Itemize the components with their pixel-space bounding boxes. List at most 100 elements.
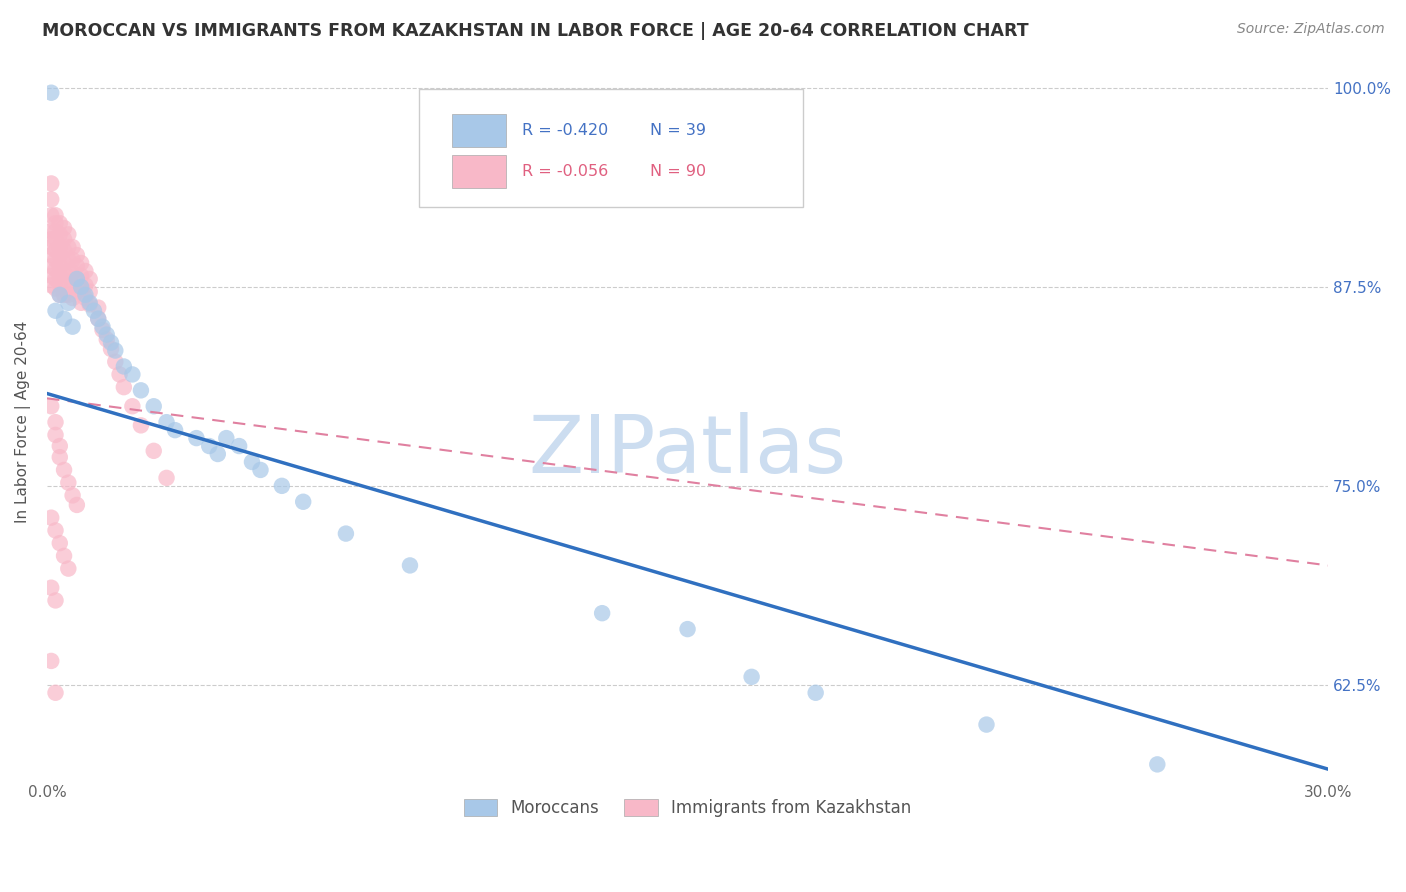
Point bbox=[58, 252, 80, 267]
Point bbox=[215, 431, 238, 445]
Point bbox=[44, 224, 66, 238]
Point bbox=[96, 327, 118, 342]
Y-axis label: In Labor Force | Age 20-64: In Labor Force | Age 20-64 bbox=[15, 321, 31, 524]
Point bbox=[53, 275, 76, 289]
Point bbox=[66, 248, 89, 262]
Point bbox=[49, 268, 72, 283]
Point bbox=[44, 281, 66, 295]
Point bbox=[49, 288, 72, 302]
Point bbox=[104, 343, 127, 358]
Point bbox=[79, 295, 101, 310]
Point bbox=[58, 275, 80, 289]
Point bbox=[976, 717, 998, 731]
Point bbox=[39, 654, 62, 668]
Point bbox=[62, 291, 84, 305]
Point bbox=[87, 301, 110, 315]
Point bbox=[44, 303, 66, 318]
Point bbox=[49, 259, 72, 273]
Point bbox=[44, 272, 66, 286]
Point bbox=[49, 248, 72, 262]
Point bbox=[79, 272, 101, 286]
Text: R = -0.420: R = -0.420 bbox=[522, 123, 609, 138]
Point bbox=[70, 268, 93, 283]
Point bbox=[62, 319, 84, 334]
Point bbox=[44, 415, 66, 429]
Point bbox=[62, 240, 84, 254]
Point bbox=[49, 278, 72, 293]
Text: MOROCCAN VS IMMIGRANTS FROM KAZAKHSTAN IN LABOR FORCE | AGE 20-64 CORRELATION CH: MOROCCAN VS IMMIGRANTS FROM KAZAKHSTAN I… bbox=[42, 22, 1029, 40]
Point bbox=[39, 259, 62, 273]
Point bbox=[104, 354, 127, 368]
Point bbox=[87, 311, 110, 326]
Point bbox=[39, 240, 62, 254]
Point bbox=[70, 281, 93, 295]
Point bbox=[39, 278, 62, 293]
Point bbox=[44, 252, 66, 267]
Point bbox=[198, 439, 221, 453]
FancyBboxPatch shape bbox=[451, 155, 506, 188]
Point bbox=[62, 266, 84, 280]
Point bbox=[87, 311, 110, 326]
Point bbox=[58, 475, 80, 490]
Point bbox=[39, 510, 62, 524]
Point bbox=[44, 262, 66, 277]
Point bbox=[70, 280, 93, 294]
Point bbox=[79, 297, 101, 311]
Point bbox=[44, 216, 66, 230]
Point bbox=[83, 303, 105, 318]
Point bbox=[249, 463, 271, 477]
Point bbox=[62, 252, 84, 267]
Point bbox=[53, 266, 76, 280]
Point bbox=[49, 240, 72, 254]
Text: R = -0.056: R = -0.056 bbox=[522, 164, 609, 179]
Point bbox=[39, 232, 62, 246]
Point bbox=[75, 278, 97, 293]
Point bbox=[155, 471, 177, 485]
Point bbox=[53, 256, 76, 270]
Point bbox=[228, 439, 250, 453]
Point bbox=[335, 526, 357, 541]
Point bbox=[44, 428, 66, 442]
Point bbox=[39, 399, 62, 413]
Point bbox=[66, 272, 89, 286]
Point bbox=[100, 342, 122, 356]
Point bbox=[91, 323, 114, 337]
Point bbox=[142, 443, 165, 458]
Point bbox=[44, 524, 66, 538]
Point bbox=[58, 227, 80, 242]
Point bbox=[75, 291, 97, 305]
Point bbox=[91, 319, 114, 334]
Point bbox=[49, 227, 72, 242]
Point bbox=[741, 670, 763, 684]
Point bbox=[53, 244, 76, 258]
Point bbox=[165, 423, 187, 437]
Point bbox=[142, 399, 165, 413]
Point bbox=[186, 431, 208, 445]
Point bbox=[39, 192, 62, 206]
Point bbox=[49, 216, 72, 230]
Point bbox=[79, 285, 101, 299]
Point bbox=[676, 622, 699, 636]
Point bbox=[1146, 757, 1168, 772]
Point bbox=[70, 295, 93, 310]
Point bbox=[53, 221, 76, 235]
Point bbox=[53, 463, 76, 477]
Point bbox=[39, 208, 62, 222]
Text: N = 39: N = 39 bbox=[651, 123, 706, 138]
Point bbox=[62, 488, 84, 502]
Point bbox=[75, 264, 97, 278]
Point bbox=[44, 593, 66, 607]
Point bbox=[58, 264, 80, 278]
Point bbox=[112, 359, 135, 374]
FancyBboxPatch shape bbox=[419, 89, 803, 207]
Point bbox=[53, 311, 76, 326]
Point bbox=[100, 335, 122, 350]
Point bbox=[66, 259, 89, 273]
Point bbox=[121, 368, 143, 382]
Point bbox=[96, 333, 118, 347]
Point bbox=[39, 248, 62, 262]
Point bbox=[270, 479, 292, 493]
Point bbox=[207, 447, 229, 461]
Text: ZIPatlas: ZIPatlas bbox=[529, 412, 846, 490]
Point bbox=[108, 368, 131, 382]
